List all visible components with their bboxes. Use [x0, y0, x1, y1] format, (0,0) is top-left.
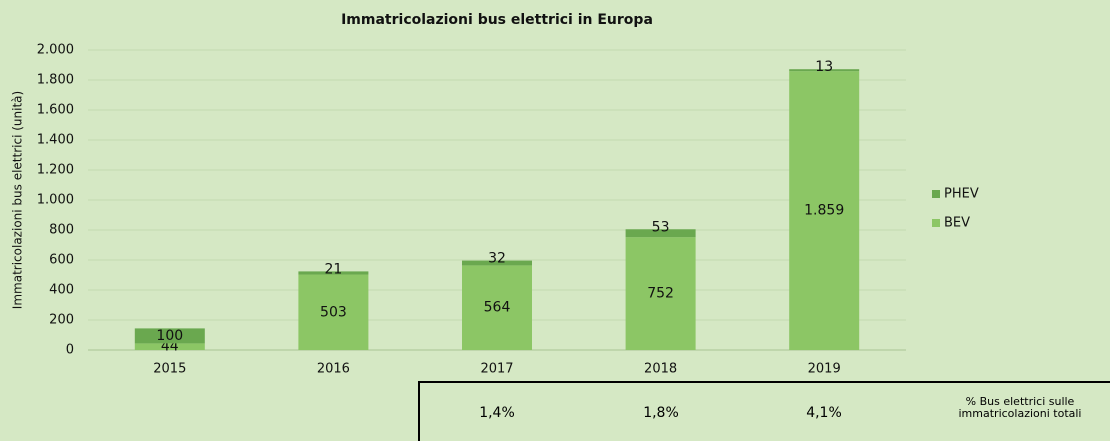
chart-title: Immatricolazioni bus elettrici in Europa [341, 12, 653, 28]
data-label: 564 [484, 300, 511, 316]
y-tick-label: 1.400 [37, 133, 74, 148]
x-tick-label: 2019 [808, 362, 841, 377]
bar-segment [298, 274, 369, 350]
bar-segment [134, 328, 205, 344]
x-tick-label: 2016 [317, 362, 350, 377]
y-tick-label: 1.000 [37, 193, 74, 208]
y-tick-label: 800 [49, 223, 74, 238]
data-label: 752 [647, 286, 674, 302]
bar-segment [789, 71, 860, 351]
bar-segment [462, 260, 532, 266]
bar-segment [625, 229, 696, 238]
data-label: 100 [156, 328, 183, 344]
data-label: 503 [320, 304, 347, 320]
chart: Immatricolazioni bus elettrici in Europa… [11, 12, 979, 377]
data-label: 21 [324, 261, 342, 277]
bar-segment [134, 343, 205, 350]
bar-segment [462, 265, 532, 350]
data-label: 53 [652, 219, 670, 235]
x-tick-label: 2015 [153, 362, 186, 377]
data-label: 13 [815, 59, 833, 75]
y-tick-label: 1.800 [37, 73, 74, 88]
x-tick-label: 2017 [480, 362, 513, 377]
y-tick-label: 2.000 [37, 43, 74, 58]
y-axis-label: Immatricolazioni bus elettrici (unità) [11, 91, 25, 309]
data-label: 32 [488, 251, 506, 267]
table-cell: 1,4% [479, 405, 515, 421]
y-tick-label: 200 [49, 313, 74, 328]
table-cell: 1,8% [643, 405, 679, 421]
legend-swatch [932, 219, 940, 227]
legend-label: PHEV [944, 187, 979, 202]
bar-segment [298, 271, 369, 275]
data-label: 1.859 [804, 203, 844, 219]
y-tick-label: 1.600 [37, 103, 74, 118]
bar-segment [625, 237, 696, 350]
table-cell: 4,1% [806, 405, 842, 421]
x-tick-label: 2018 [644, 362, 677, 377]
y-tick-label: 1.200 [37, 163, 74, 178]
table: 1,4% 1,8% 4,1% % Bus elettrici sulle imm… [418, 381, 1110, 441]
y-tick-label: 0 [66, 343, 74, 358]
legend-swatch [932, 190, 940, 198]
table-header: % Bus elettrici sulle immatricolazioni t… [958, 395, 1082, 420]
bar-segment [789, 69, 860, 72]
legend-label: BEV [944, 216, 970, 231]
y-tick-label: 400 [49, 283, 74, 298]
y-tick-label: 600 [49, 253, 74, 268]
